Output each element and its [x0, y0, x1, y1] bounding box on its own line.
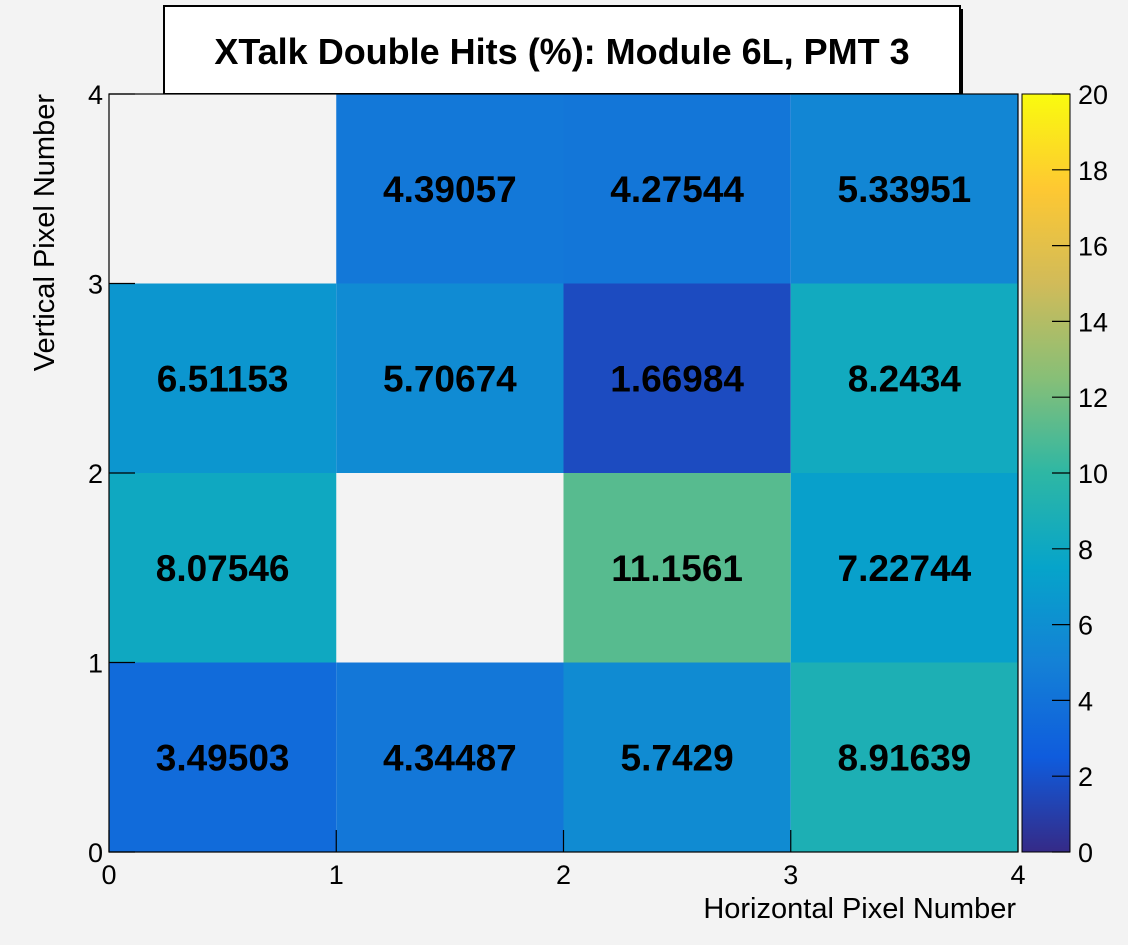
chart-title-box: XTalk Double Hits (%): Module 6L, PMT 3	[163, 5, 963, 97]
x-axis: 0 1 2 3 4	[101, 830, 1026, 890]
x-tick-label: 3	[783, 860, 798, 890]
heatmap-cell	[563, 283, 791, 473]
cell-value-label: 4.39057	[383, 169, 517, 210]
colorbar-tick-label: 6	[1078, 611, 1093, 641]
cell-value-label: 8.91639	[838, 737, 972, 778]
x-tick-label: 4	[1010, 860, 1025, 890]
cell-value-labels: 3.49503 4.34487 5.7429 8.91639 8.07546 11.156…	[156, 169, 972, 779]
heatmap-cell	[563, 662, 791, 852]
heatmap-cell	[563, 94, 791, 284]
cell-value-label: 5.7429	[621, 737, 734, 778]
cell-value-label: 8.07546	[156, 548, 290, 589]
heatmap-cell	[336, 283, 564, 473]
y-tick-label: 0	[88, 838, 103, 868]
colorbar-tick-label: 14	[1078, 307, 1108, 337]
chart-title: XTalk Double Hits (%): Module 6L, PMT 3	[214, 31, 909, 72]
colorbar-axis: 0 2 4 6 8 10 12 14 16 18 20	[1052, 80, 1108, 868]
colorbar-tick-label: 16	[1078, 232, 1108, 262]
x-axis-label: Horizontal Pixel Number	[703, 893, 1016, 925]
y-axis-label: Vertical Pixel Number	[29, 94, 61, 372]
y-tick-label: 1	[88, 649, 103, 679]
cell-value-label: 4.27544	[610, 169, 744, 210]
cell-value-label: 5.70674	[383, 358, 517, 399]
colorbar-tick-label: 0	[1078, 838, 1093, 868]
cell-value-label: 7.22744	[838, 548, 972, 589]
cell-value-label: 3.49503	[156, 737, 290, 778]
y-tick-label: 3	[88, 270, 103, 300]
cell-value-label: 5.33951	[838, 169, 972, 210]
colorbar-tick-label: 20	[1078, 80, 1108, 110]
colorbar-tick-label: 2	[1078, 762, 1093, 792]
x-tick-label: 1	[329, 860, 344, 890]
heatmap-cell	[790, 283, 1018, 473]
cell-value-label: 11.1561	[611, 548, 743, 589]
heatmap-cell	[336, 94, 564, 284]
x-tick-label: 2	[556, 860, 571, 890]
colorbar-tick-label: 18	[1078, 156, 1108, 186]
cell-value-label: 6.51153	[157, 358, 289, 399]
heatmap-cell	[109, 283, 337, 473]
heatmap-cell	[790, 94, 1018, 284]
cell-value-label: 8.2434	[848, 358, 962, 399]
heatmap-cells	[109, 94, 1018, 852]
heatmap-cell	[790, 662, 1018, 852]
heatmap-cell	[336, 662, 564, 852]
heatmap-cell	[563, 473, 791, 663]
y-tick-label: 4	[88, 80, 103, 110]
colorbar-tick-label: 8	[1078, 535, 1093, 565]
x-tick-label: 0	[101, 860, 116, 890]
colorbar-tick-label: 12	[1078, 383, 1108, 413]
heatmap-cell	[109, 662, 337, 852]
heatmap-cell	[790, 473, 1018, 663]
y-axis: 0 1 2 3 4	[88, 80, 135, 868]
cell-value-label: 1.66984	[610, 358, 744, 399]
colorbar-tick-label: 4	[1078, 686, 1093, 716]
cell-value-label: 4.34487	[383, 737, 517, 778]
y-tick-label: 2	[88, 459, 103, 489]
heatmap-cell	[109, 473, 337, 663]
colorbar-tick-label: 10	[1078, 459, 1108, 489]
